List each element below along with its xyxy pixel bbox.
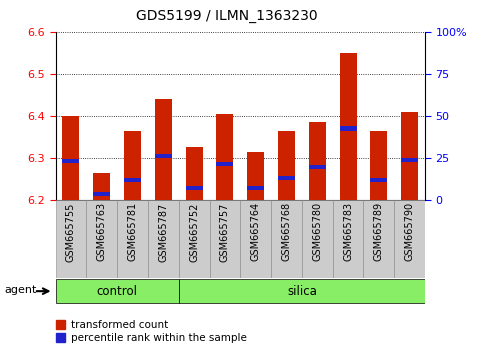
Bar (302, 200, 333, 278)
Bar (240, 200, 271, 278)
Text: GSM665763: GSM665763 (97, 202, 107, 262)
Bar (364, 200, 394, 278)
Text: GSM665781: GSM665781 (128, 202, 138, 262)
Bar (56, 200, 86, 278)
Bar (185, 186, 202, 190)
Bar (401, 112, 418, 200)
Bar (155, 154, 172, 158)
Bar (179, 200, 210, 278)
Bar (278, 176, 295, 180)
Bar (333, 200, 364, 278)
Bar (148, 200, 179, 278)
Bar (394, 200, 425, 278)
Bar (155, 99, 172, 200)
Bar (271, 200, 302, 278)
Text: control: control (97, 285, 138, 298)
Text: GSM665752: GSM665752 (189, 202, 199, 262)
Bar (340, 126, 356, 131)
Text: GSM665790: GSM665790 (405, 202, 414, 262)
Bar (278, 131, 295, 200)
Legend: transformed count, percentile rank within the sample: transformed count, percentile rank withi… (56, 320, 246, 343)
Bar (86, 200, 117, 278)
Bar (340, 53, 356, 200)
Text: silica: silica (287, 285, 317, 298)
Bar (124, 131, 141, 200)
Text: GSM665787: GSM665787 (158, 202, 168, 262)
Text: GSM665783: GSM665783 (343, 202, 353, 262)
Text: GDS5199 / ILMN_1363230: GDS5199 / ILMN_1363230 (136, 9, 318, 23)
Text: GSM665755: GSM665755 (66, 202, 76, 262)
Text: GSM665768: GSM665768 (282, 202, 291, 262)
Bar (117, 200, 148, 278)
Bar (56, 279, 179, 303)
Bar (247, 152, 264, 200)
Bar (93, 192, 110, 196)
Bar (309, 165, 326, 169)
Bar (370, 178, 387, 182)
Bar (216, 162, 233, 166)
Bar (210, 200, 240, 278)
Text: GSM665757: GSM665757 (220, 202, 230, 262)
Bar (62, 159, 79, 163)
Bar (62, 116, 79, 200)
Bar (247, 186, 264, 190)
Text: GSM665764: GSM665764 (251, 202, 261, 262)
Bar (124, 178, 141, 182)
Text: agent: agent (5, 285, 37, 295)
Text: GSM665780: GSM665780 (313, 202, 322, 262)
Bar (93, 173, 110, 200)
Bar (370, 131, 387, 200)
Text: GSM665789: GSM665789 (374, 202, 384, 262)
Bar (216, 114, 233, 200)
Bar (401, 158, 418, 162)
Bar (179, 279, 425, 303)
Bar (185, 148, 202, 200)
Bar (309, 122, 326, 200)
